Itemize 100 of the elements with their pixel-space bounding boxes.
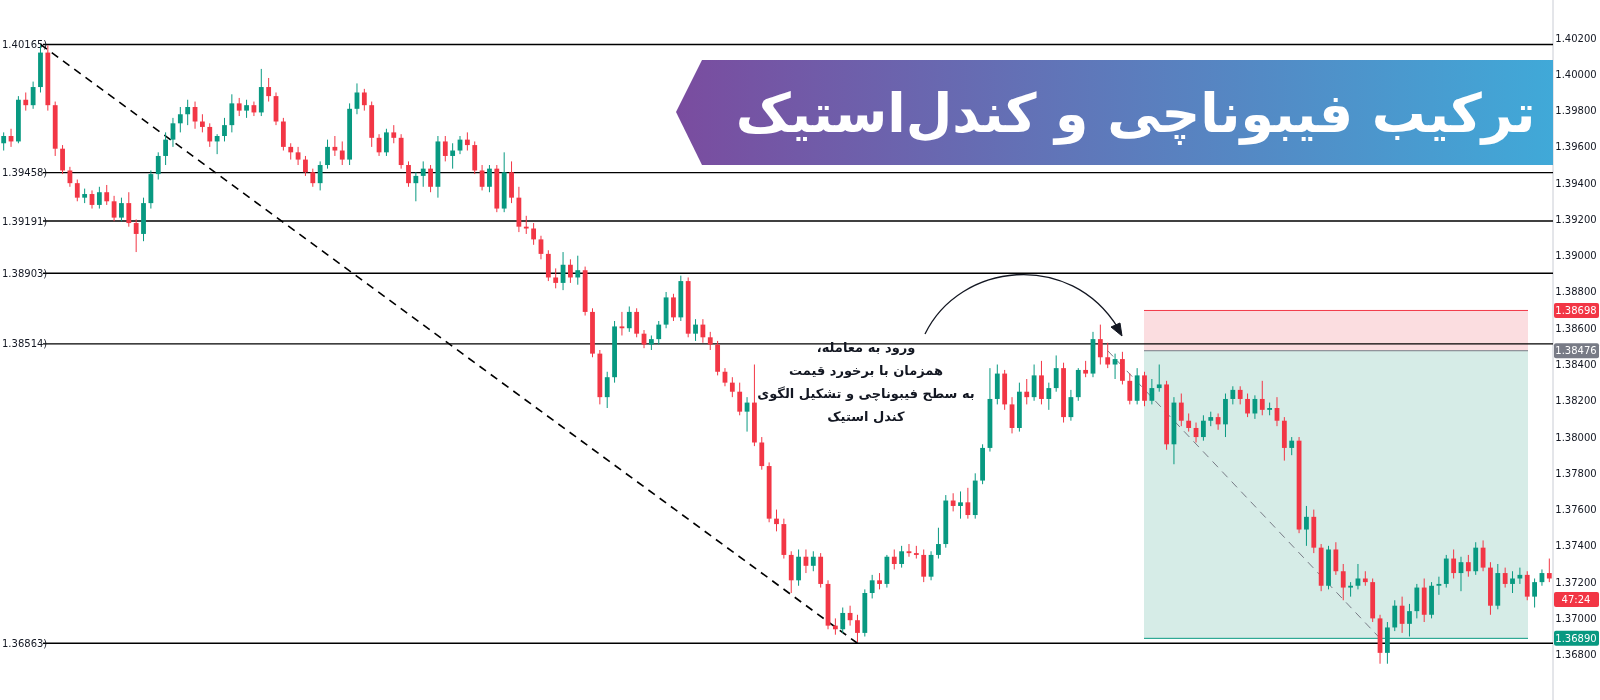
y-tick-label: 1.38200 [1555, 395, 1597, 407]
candlestick [1340, 563, 1346, 601]
candlestick [104, 184, 110, 206]
y-tick-label: 1.39600 [1555, 141, 1597, 153]
candlestick [656, 320, 662, 346]
candlestick [1473, 541, 1479, 576]
annotation: ورود به معامله، همزمان با برخورد قیمت به سطح فیبوناچی و تشکیل الگوی کندل استیک [757, 340, 975, 424]
y-tick-label: 1.37400 [1555, 540, 1597, 552]
text: ترکیب فیبوناچی و کندل‌استیک [735, 81, 1536, 145]
candlestick [671, 293, 676, 322]
candlestick [163, 131, 168, 166]
candlestick [317, 160, 323, 191]
candlestick [155, 151, 161, 181]
candlestick [1392, 599, 1398, 632]
candlestick [921, 548, 927, 583]
candlestick [1105, 342, 1111, 369]
candlestick [1127, 373, 1133, 405]
candlestick [729, 376, 735, 398]
candlestick [847, 605, 853, 627]
candlestick [855, 614, 860, 643]
candlestick [1053, 354, 1059, 393]
candlestick [1304, 505, 1309, 547]
candlestick [1259, 380, 1265, 416]
candlestick [244, 99, 249, 119]
candlestick [575, 255, 581, 286]
candlestick [634, 307, 640, 338]
candlestick [1120, 351, 1125, 385]
y-tick-label: 1.39000 [1555, 250, 1597, 262]
candlestick [958, 490, 963, 520]
ref-line-label: 1.38903) [2, 267, 48, 279]
candlestick [207, 122, 213, 148]
candlestick [707, 331, 713, 351]
candlestick [23, 91, 29, 112]
candlestick [185, 99, 191, 126]
ref-line-label: 1.38514) [2, 338, 48, 350]
candlestick [229, 93, 235, 133]
candlestick [420, 160, 426, 188]
candlestick [1237, 385, 1243, 405]
ref-line-label: 1.38476 [1555, 345, 1597, 357]
candlestick [303, 155, 308, 177]
candlestick [531, 222, 537, 246]
candlestick [464, 131, 470, 152]
candlestick [936, 527, 941, 560]
y-tick-label: 1.37200 [1555, 576, 1597, 588]
candlestick [568, 258, 573, 284]
candlestick [133, 218, 139, 253]
candlestick [965, 487, 971, 520]
y-tick-label: 1.38000 [1555, 431, 1597, 443]
candlestick [236, 97, 242, 117]
ref-line-label: 1.39458) [2, 167, 48, 179]
candlestick [1333, 541, 1339, 576]
candlestick [177, 106, 183, 133]
candlestick [1046, 382, 1052, 411]
candlestick [1156, 364, 1162, 393]
candlestick [626, 305, 632, 333]
candlestick [891, 548, 897, 570]
candlestick [1097, 324, 1103, 366]
candlestick [487, 164, 492, 193]
candlestick [553, 267, 559, 289]
candlestick [1465, 554, 1471, 578]
candlestick [1546, 558, 1552, 583]
ref-line-label: 1.39191) [2, 215, 48, 227]
candlestick [222, 117, 227, 142]
candlestick [759, 436, 765, 471]
candlestick [1414, 583, 1420, 619]
candlestick [96, 186, 102, 210]
candlestick [1031, 364, 1037, 402]
text: 47:24 [1561, 594, 1591, 605]
candlestick [1451, 548, 1457, 579]
candlestick [1024, 378, 1030, 405]
candlestick [899, 545, 905, 569]
candlestick [295, 146, 301, 166]
candlestick [1399, 596, 1405, 634]
candlestick [840, 607, 846, 634]
candlestick [1355, 563, 1361, 590]
candlestick [1215, 412, 1221, 431]
candlestick [30, 81, 36, 110]
candlestick [450, 142, 456, 170]
candlestick [442, 135, 448, 162]
candlestick [214, 133, 220, 155]
candlestick [1149, 378, 1155, 405]
candlestick [1524, 570, 1530, 601]
candlestick [325, 139, 330, 170]
ref-line-label: 1.38698 [1555, 304, 1597, 316]
candlestick [1289, 436, 1295, 456]
candlestick [266, 77, 272, 103]
candlestick [332, 135, 338, 157]
candlestick [126, 191, 132, 228]
y-tick-label: 1.37000 [1555, 612, 1597, 624]
candlestick [1200, 414, 1206, 442]
candlestick [545, 249, 551, 282]
candlestick [869, 574, 875, 599]
candlestick [428, 164, 433, 193]
candlestick [1112, 353, 1118, 380]
y-tick-label: 1.37600 [1555, 504, 1597, 516]
candlestick [60, 144, 65, 175]
y-tick-label: 1.39800 [1555, 105, 1597, 117]
y-tick-label: 1.38400 [1555, 359, 1597, 371]
candlestick [1, 131, 7, 152]
candlestick [796, 548, 801, 587]
